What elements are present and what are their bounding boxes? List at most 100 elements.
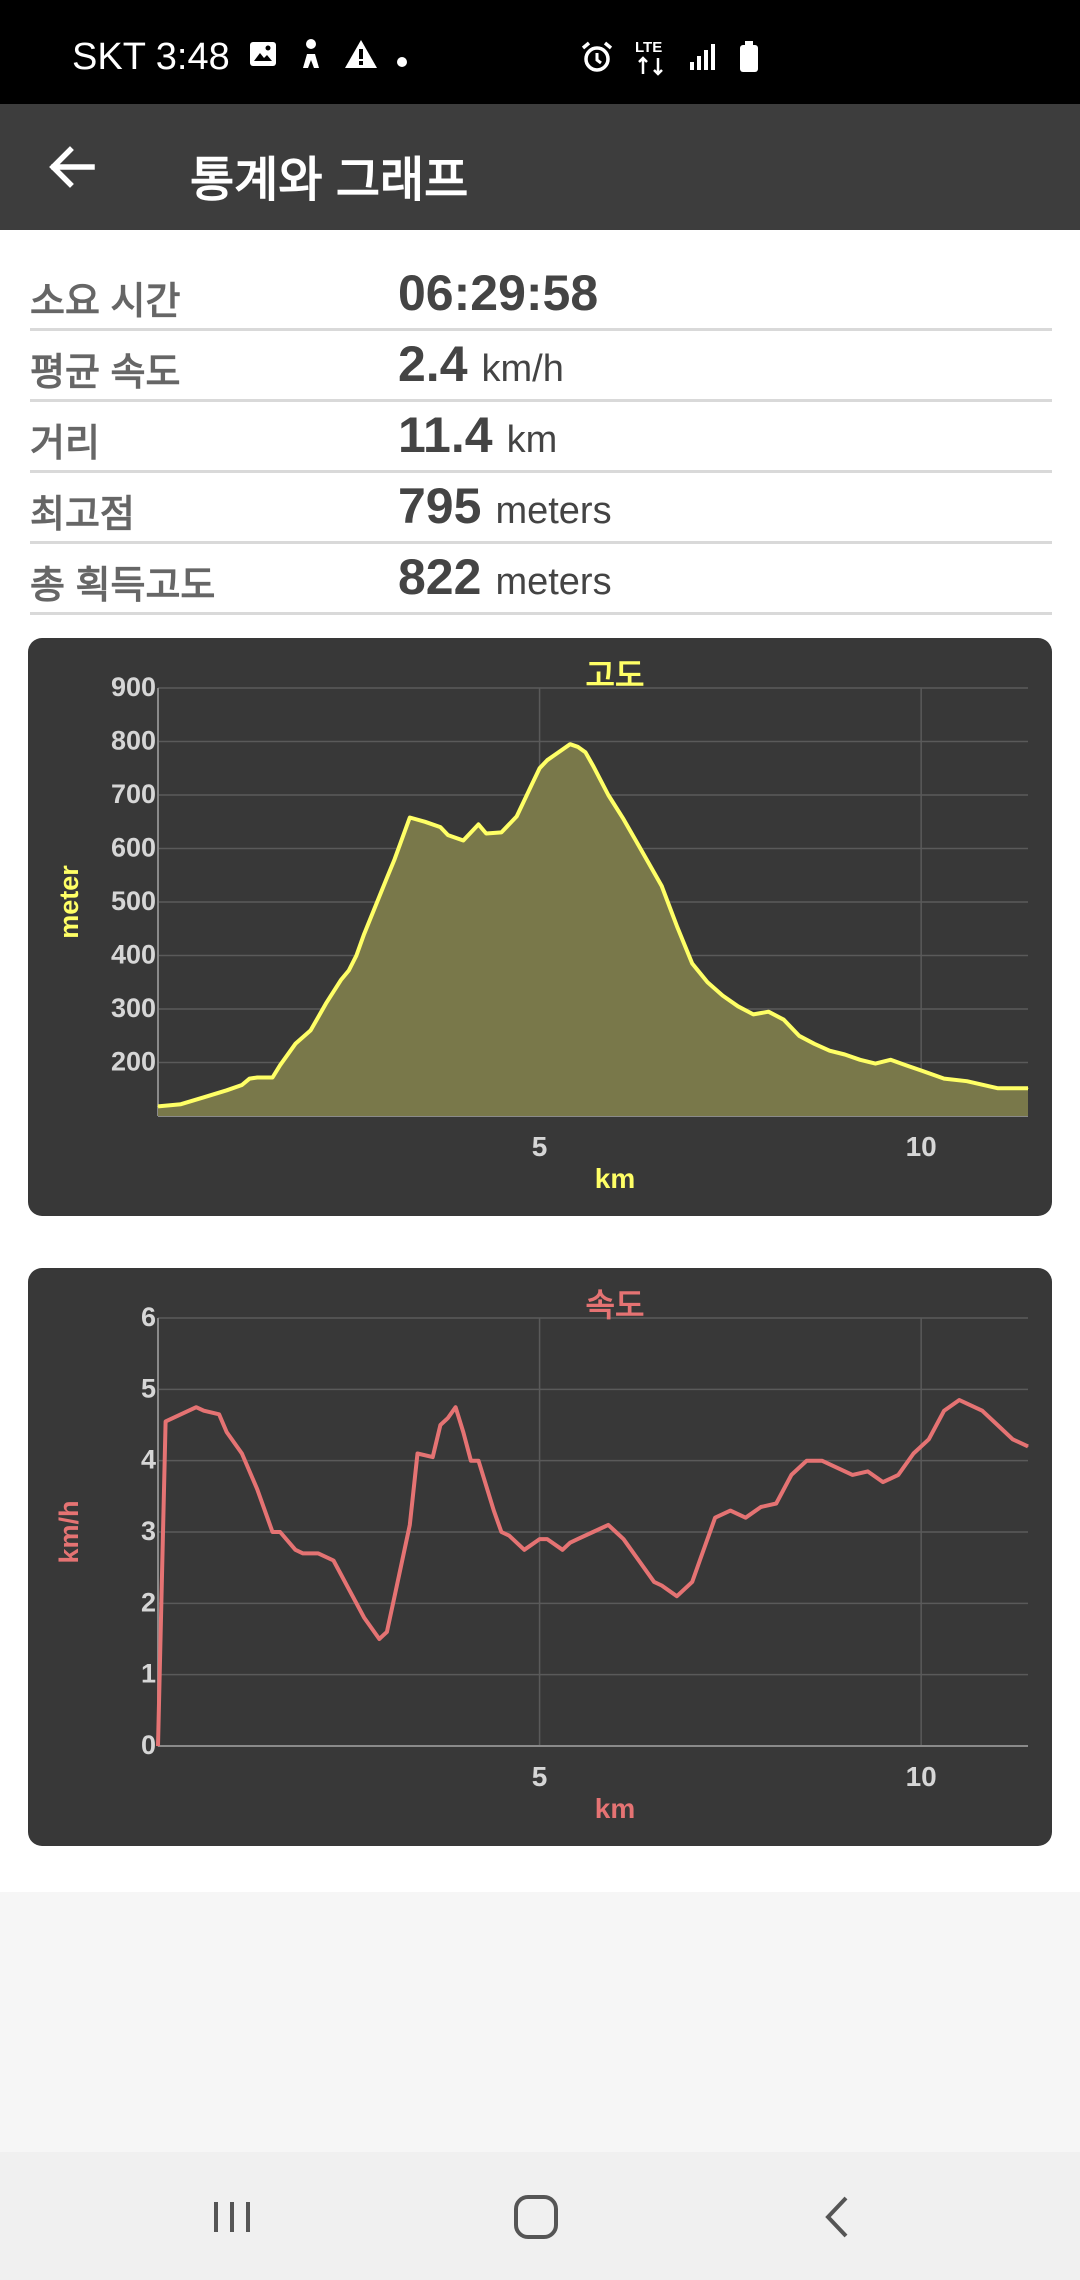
data-point [577,746,579,748]
area-fill [158,744,1028,1116]
data-point [1012,1438,1014,1440]
data-point [478,1460,479,1462]
stat-unit: meters [495,490,612,532]
back-button[interactable] [40,130,114,204]
y-tick-label: 600 [111,833,156,863]
stat-label: 소요 시간 [30,281,181,323]
data-point [394,858,396,860]
stat-label: 최고점 [30,494,135,536]
data-point [325,1003,327,1005]
data-point [272,1531,273,1533]
data-point [378,896,380,898]
data-point [462,840,464,841]
elevation-chart-svg: 200 300 400 500 600 700 800 900 5 10 고도 km meter [54,657,1029,1194]
data-point [340,979,342,981]
data-point [607,1524,609,1526]
data-point [470,1460,472,1462]
data-point [943,1410,945,1412]
data-point [355,955,357,956]
alarm-icon [580,40,614,82]
status-left: SKT 3:48 [72,36,408,79]
y-tick-label: 700 [111,779,156,809]
data-point [661,1585,663,1586]
lte-label: LTE [635,39,662,56]
data-point [752,1013,754,1015]
data-point [829,1050,831,1052]
data-point [783,1019,785,1021]
stats-content: 소요 시간 06:29:58 평균 속도 2.4 km/h 거리 11.4 km 최… [0,230,1080,1892]
data-point [447,1417,449,1419]
y-tick-label: 3 [141,1516,156,1546]
back-nav-button[interactable] [798,2182,878,2252]
data-point [409,1524,411,1526]
data-point [890,1059,892,1061]
data-point [157,1745,159,1747]
y-tick-label: 0 [141,1730,156,1760]
data-point [302,1552,304,1554]
data-point [180,1103,182,1105]
battery-icon [738,41,760,81]
stat-row-duration: 소요 시간 06:29:58 [30,260,1052,331]
data-point [256,1077,258,1078]
data-point [294,1043,296,1045]
x-tick-label: 10 [906,1131,937,1162]
data-point [539,767,541,769]
data-point [394,1595,396,1597]
home-button[interactable] [496,2182,576,2252]
dot-icon [396,39,408,76]
data-point [1027,1445,1029,1447]
recent-apps-icon [214,2202,250,2232]
data-point [859,1059,861,1061]
data-point [920,1070,922,1071]
data-point [615,1531,617,1533]
stat-row-avg-speed: 평균 속도 2.4 km/h [30,331,1052,402]
series-line [157,742,1028,1109]
data-point [279,1531,281,1533]
data-point [768,1011,769,1013]
status-bar: SKT 3:48 LTE [0,0,1080,104]
navigation-bar [0,2152,1080,2280]
data-point [546,759,548,761]
data-point [661,885,663,887]
x-tick-label: 10 [906,1761,937,1792]
y-axis-label: meter [54,865,84,939]
data-point [546,1538,548,1540]
data-point [577,1538,579,1540]
data-point [676,1595,678,1597]
y-tick-label: 4 [141,1445,156,1475]
data-point [500,831,502,833]
warning-icon [344,39,378,77]
data-point [508,1535,510,1537]
speed-chart-svg: 0 1 2 3 4 5 6 5 10 속도 km km/h [54,1287,1029,1824]
x-tick-label: 5 [532,1131,548,1162]
home-icon [514,2195,558,2239]
data-point [294,1549,296,1551]
data-point [363,1617,365,1619]
data-point [317,1016,319,1018]
data-point [607,794,609,796]
recent-apps-button[interactable] [192,2182,272,2252]
data-point [638,1560,640,1561]
data-point [905,1064,907,1066]
data-point [844,1054,846,1055]
stat-row-total-gain: 총 획득고도 822 meters [30,544,1052,615]
y-tick-label: 5 [141,1373,156,1403]
y-tick-label: 800 [111,726,156,756]
signal-icon [688,42,718,80]
data-point [539,1538,541,1540]
stat-unit: km/h [481,348,564,390]
lte-icon: LTE [634,38,668,84]
status-right: LTE [580,38,780,84]
carrier-time: SKT 3:48 [72,36,230,78]
elevation-chart: 200 300 400 500 600 700 800 900 5 10 고도 km meter [28,638,1052,1216]
y-tick-label: 200 [111,1047,156,1077]
data-point [317,1552,319,1554]
data-point [813,1043,815,1045]
data-point [531,783,533,785]
data-point [249,1078,251,1080]
data-point [478,823,479,825]
data-point [310,1029,312,1031]
page-title: 통계와 그래프 [190,154,469,207]
data-point [562,1549,563,1551]
data-point [874,1063,876,1065]
